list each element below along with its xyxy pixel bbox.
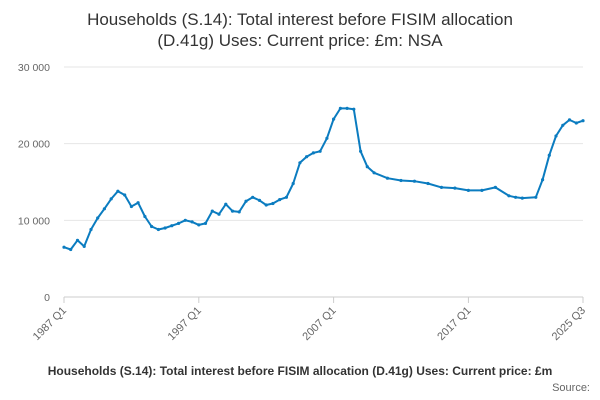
data-point[interactable] — [190, 220, 194, 224]
data-point[interactable] — [150, 224, 154, 229]
y-axis-tick-labels: 0 10 000 20 000 30 000 — [18, 62, 50, 304]
data-point[interactable] — [89, 227, 93, 232]
data-point[interactable] — [156, 227, 160, 232]
chart-title: Households (S.14): Total interest before… — [87, 10, 513, 50]
x-tick-label: 2017 Q1 — [435, 305, 473, 343]
data-point[interactable] — [581, 119, 585, 123]
data-point[interactable] — [567, 118, 572, 122]
data-point[interactable] — [534, 195, 538, 199]
data-point[interactable] — [466, 188, 470, 192]
data-point[interactable] — [257, 198, 262, 202]
data-point[interactable] — [224, 202, 228, 206]
data-point[interactable] — [251, 195, 255, 199]
data-point[interactable] — [493, 185, 497, 189]
y-tick-label: 30 000 — [18, 62, 50, 74]
x-tick-label: 1987 Q1 — [31, 305, 69, 343]
data-point[interactable] — [278, 198, 282, 202]
data-point[interactable] — [203, 221, 208, 225]
data-point[interactable] — [554, 134, 558, 138]
data-point[interactable] — [75, 238, 80, 242]
data-point[interactable] — [163, 226, 167, 230]
source-label: Source: — [552, 382, 590, 394]
data-point[interactable] — [520, 196, 524, 200]
data-point[interactable] — [96, 216, 100, 220]
data-point[interactable] — [170, 224, 174, 228]
data-point[interactable] — [399, 178, 403, 183]
data-point[interactable] — [136, 201, 140, 205]
data-point[interactable] — [338, 106, 342, 110]
data-point[interactable] — [359, 149, 363, 153]
data-point[interactable] — [385, 176, 390, 180]
x-tick-label: 2025 Q3 — [550, 305, 588, 343]
data-point[interactable] — [197, 223, 201, 227]
y-tick-label: 10 000 — [18, 215, 50, 227]
data-point[interactable] — [561, 123, 565, 127]
series-line — [63, 107, 584, 251]
y-tick-label: 0 — [44, 292, 50, 304]
data-point[interactable] — [109, 197, 113, 201]
data-point[interactable] — [305, 155, 309, 159]
data-point[interactable] — [210, 209, 214, 213]
data-point[interactable] — [291, 181, 295, 186]
data-point[interactable] — [352, 107, 356, 111]
data-point[interactable] — [332, 117, 336, 121]
data-point[interactable] — [412, 179, 417, 183]
x-axis-ticks: 1987 Q1 1997 Q1 2007 Q1 2017 Q1 2025 Q3 — [31, 297, 588, 343]
data-point[interactable] — [230, 209, 235, 213]
data-point[interactable] — [177, 221, 181, 225]
data-point[interactable] — [318, 149, 322, 153]
data-point[interactable] — [547, 153, 551, 157]
data-point[interactable] — [325, 136, 329, 140]
data-point[interactable] — [345, 106, 349, 110]
y-tick-label: 20 000 — [18, 139, 50, 151]
data-point[interactable] — [372, 171, 376, 175]
data-point[interactable] — [574, 121, 578, 125]
data-point[interactable] — [514, 195, 518, 199]
data-point[interactable] — [123, 193, 127, 197]
data-point[interactable] — [541, 178, 545, 182]
data-point[interactable] — [453, 186, 457, 190]
data-point[interactable] — [298, 161, 302, 165]
data-point[interactable] — [62, 245, 66, 249]
chart-title-line-2: (D.41g) Uses: Current price: £m: NSA — [157, 31, 443, 50]
data-point[interactable] — [116, 189, 120, 193]
data-point[interactable] — [507, 194, 511, 198]
legend-label: Households (S.14): Total interest before… — [48, 364, 553, 378]
data-point[interactable] — [365, 165, 369, 169]
x-tick-label: 2007 Q1 — [300, 305, 338, 343]
data-point[interactable] — [271, 201, 275, 206]
data-point[interactable] — [264, 203, 268, 207]
data-point[interactable] — [439, 185, 444, 189]
data-point[interactable] — [237, 210, 241, 214]
data-point[interactable] — [217, 212, 221, 216]
series-group — [62, 106, 585, 252]
data-point[interactable] — [284, 195, 288, 199]
x-tick-label: 1997 Q1 — [166, 305, 204, 343]
data-point[interactable] — [311, 151, 315, 155]
data-point[interactable] — [69, 247, 73, 252]
chart-title-line-1: Households (S.14): Total interest before… — [87, 10, 513, 29]
data-point[interactable] — [183, 218, 187, 222]
data-point[interactable] — [426, 181, 430, 186]
data-point[interactable] — [143, 214, 147, 219]
data-point[interactable] — [82, 244, 86, 248]
data-point[interactable] — [244, 199, 248, 203]
data-point[interactable] — [102, 207, 106, 211]
data-point[interactable] — [480, 188, 484, 192]
data-point[interactable] — [129, 204, 133, 209]
